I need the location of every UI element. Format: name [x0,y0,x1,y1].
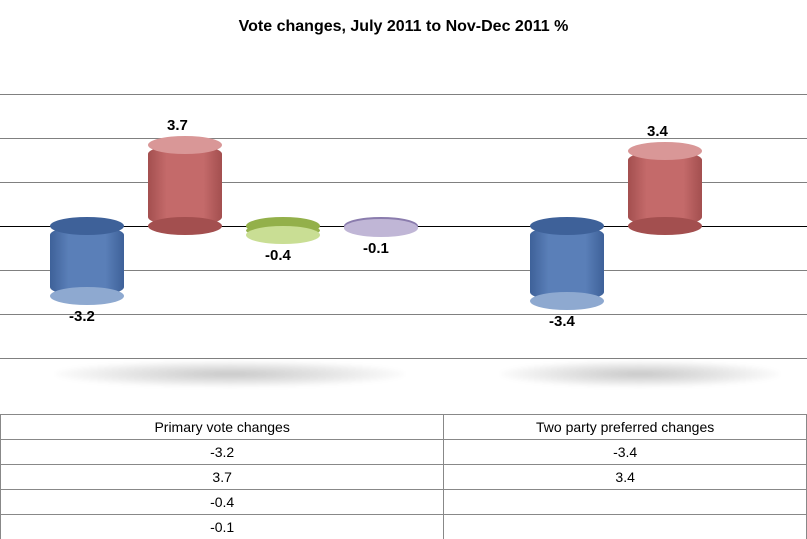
table-cell: Two party preferred changes [444,415,807,440]
bar [148,145,222,226]
bar-label: 3.7 [167,117,188,134]
gridline [0,94,807,95]
bar [530,226,604,301]
table-row: 3.73.4 [1,465,807,490]
table-cell: -3.2 [1,440,444,465]
chart-title: Vote changes, July 2011 to Nov-Dec 2011 … [0,0,807,36]
bar-label: -3.4 [549,313,575,330]
gridline [0,314,807,315]
table-cell [444,515,807,539]
chart-area: -3.2 3.7 -0.4 -0.1 -3.4 3.4 [0,66,807,406]
bar-label: -3.2 [69,308,95,325]
table-row: Primary vote changesTwo party preferred … [1,415,807,440]
table-cell: Primary vote changes [1,415,444,440]
table-row: -0.4 [1,490,807,515]
table-cell: -3.4 [444,440,807,465]
table-row: -0.1 [1,515,807,539]
bar [344,226,418,228]
table-cell: -0.4 [1,490,444,515]
group-shadow [500,361,780,387]
bar [246,226,320,235]
table-row: -3.2-3.4 [1,440,807,465]
bar [50,226,124,296]
gridline [0,138,807,139]
bar [628,151,702,226]
bar-label: -0.1 [363,240,389,257]
table-cell: 3.4 [444,465,807,490]
table-cell [444,490,807,515]
bar-label: -0.4 [265,247,291,264]
data-table: Primary vote changesTwo party preferred … [0,414,807,539]
gridline [0,358,807,359]
table-cell: 3.7 [1,465,444,490]
bar-label: 3.4 [647,123,668,140]
group-shadow [55,361,405,387]
table-cell: -0.1 [1,515,444,539]
